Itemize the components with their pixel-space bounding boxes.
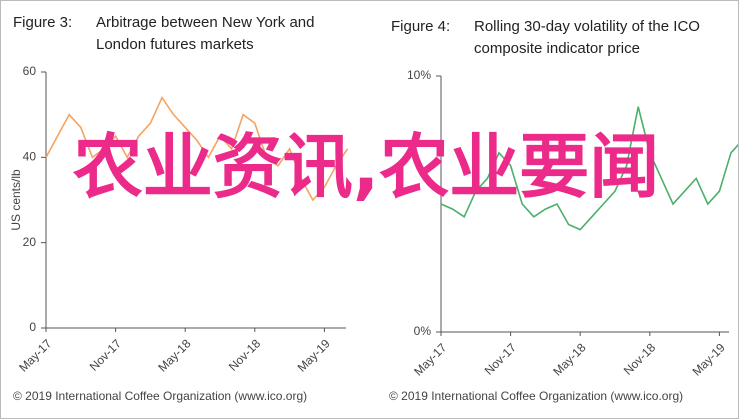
figure-label: Figure 3: (13, 14, 73, 31)
overlay-text: 农业资讯,农业要闻 (72, 126, 660, 208)
data-line (45, 95, 349, 202)
x-tick-label: May-17 (411, 340, 449, 378)
x-tick-label: May-17 (16, 336, 54, 374)
x-tick-label: May-18 (155, 336, 193, 374)
data-line (440, 106, 738, 231)
y-tick-label: 0% (414, 324, 432, 338)
source-note: © 2019 International Coffee Organization… (389, 389, 683, 403)
y-tick-label: 10% (407, 68, 431, 82)
x-tick-label: Nov-17 (482, 340, 519, 377)
x-tick-label: May-19 (690, 340, 728, 378)
x-tick-label: Nov-17 (87, 336, 124, 373)
source-note: © 2019 International Coffee Organization… (13, 389, 307, 403)
y-tick-label: 20 (23, 235, 37, 249)
figure-label: Figure 4: (391, 18, 451, 35)
x-tick-label: Nov-18 (621, 340, 658, 377)
chart-title: Rolling 30-day volatility of the ICO com… (474, 18, 700, 57)
y-axis-label: US cents/lb (9, 169, 23, 231)
y-tick-label: 60 (23, 64, 37, 78)
x-tick-label: May-19 (295, 336, 333, 374)
x-tick-label: May-18 (550, 340, 588, 378)
y-tick-label: 0 (29, 320, 36, 334)
x-tick-label: Nov-18 (226, 336, 263, 373)
chart-title: Arbitrage between New York and London fu… (96, 14, 315, 53)
y-tick-label: 40 (23, 150, 37, 164)
